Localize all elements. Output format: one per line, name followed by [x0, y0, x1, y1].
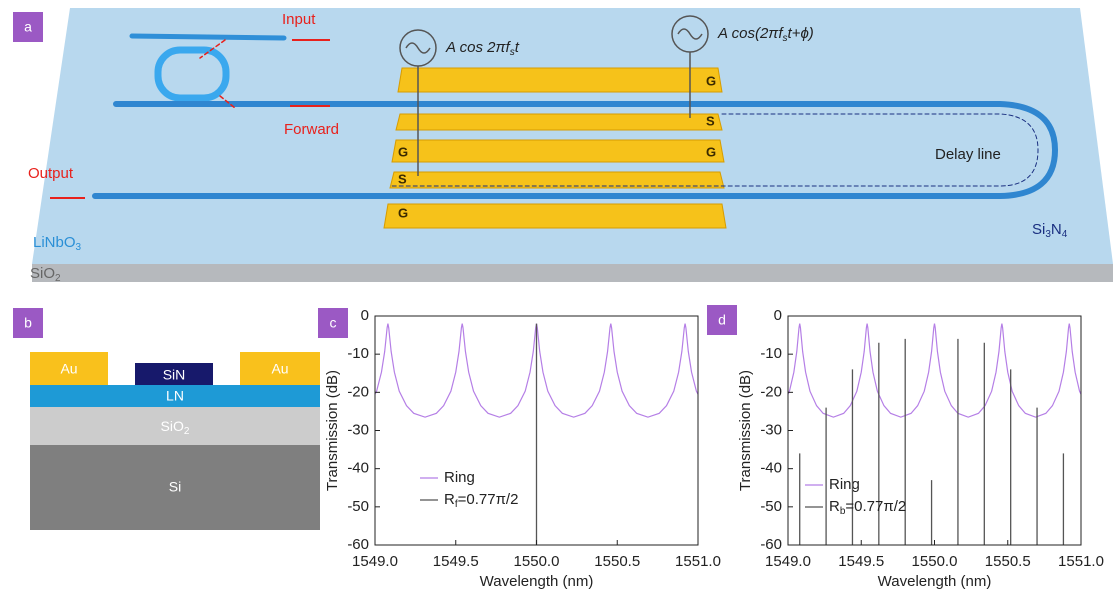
x-tick-label: 1551.0 [1058, 553, 1104, 570]
ground-label: G [398, 205, 408, 220]
ground-label: G [706, 73, 716, 88]
forward-label: Forward [284, 121, 339, 138]
y-tick-label: -40 [760, 460, 782, 477]
y-tick-label: -30 [347, 421, 369, 438]
bus-waveguide [132, 36, 284, 38]
page: a Input Forward Output A cos 2πfst A cos… [0, 0, 1113, 599]
y-tick-label: -60 [760, 536, 782, 553]
subscript: 2 [184, 426, 190, 437]
subscript: 2 [55, 273, 61, 284]
text-run: A cos(2πf [717, 25, 784, 42]
text-run: LiNbO [33, 234, 76, 251]
y-axis-title: Transmission (dB) [737, 370, 754, 491]
subscript: 3 [76, 242, 82, 253]
text-run: Si [1032, 221, 1045, 238]
panel-label: c [330, 315, 337, 331]
text-run: R [444, 491, 455, 508]
x-tick-label: 1549.5 [838, 553, 884, 570]
legend-label: Ring [444, 469, 475, 486]
text-run: Ring [829, 476, 860, 493]
x-tick-label: 1550.5 [985, 553, 1031, 570]
y-tick-label: -50 [347, 498, 369, 515]
text-run: N [1051, 221, 1062, 238]
text-run: Ring [444, 469, 475, 486]
line [788, 324, 1081, 418]
electrode [392, 140, 724, 162]
y-tick-label: 0 [774, 307, 782, 324]
electrode [396, 114, 722, 130]
figure: a Input Forward Output A cos 2πfst A cos… [0, 0, 1113, 599]
ground-label: G [706, 144, 716, 159]
sio2-edge [32, 264, 1113, 282]
output-label: Output [28, 165, 74, 182]
layer-label: Au [60, 361, 77, 377]
y-tick-label: -10 [760, 345, 782, 362]
y-tick-label: -20 [347, 383, 369, 400]
text-run: SiO [161, 418, 184, 434]
layer-label: SiN [163, 367, 186, 383]
text-run: =0.77π/2 [845, 498, 906, 515]
x-axis-title: Wavelength (nm) [480, 573, 594, 590]
text-run: =0.77π/2 [458, 491, 519, 508]
text-run: R [829, 498, 840, 515]
x-tick-label: 1551.0 [675, 553, 721, 570]
x-tick-label: 1550.0 [514, 553, 560, 570]
y-tick-label: -10 [347, 345, 369, 362]
panel-label: d [718, 312, 726, 328]
electrodes [384, 68, 726, 228]
delay-line-label: Delay line [935, 146, 1001, 163]
ground-label: G [398, 144, 408, 159]
y-tick-label: -30 [760, 421, 782, 438]
y-axis-title: Transmission (dB) [324, 370, 341, 491]
x-tick-label: 1550.5 [594, 553, 640, 570]
layer-label: Si [169, 479, 181, 495]
y-tick-label: 0 [361, 307, 369, 324]
x-tick-label: 1549.5 [433, 553, 479, 570]
signal-label: S [706, 113, 715, 128]
signal-label: S [398, 171, 407, 186]
panel-label: a [24, 19, 32, 35]
substrate-label: LiNbO3 [33, 234, 82, 253]
x-axis-title: Wavelength (nm) [878, 573, 992, 590]
source-1-label: A cos 2πfst [445, 39, 520, 58]
text-run: SiO [30, 265, 55, 282]
panel-label: b [24, 315, 32, 331]
legend-label: Ring [829, 476, 860, 493]
y-tick-label: -50 [760, 498, 782, 515]
y-tick-label: -20 [760, 383, 782, 400]
electrode [398, 68, 722, 92]
x-tick-label: 1550.0 [912, 553, 958, 570]
layer-label: LN [166, 388, 184, 404]
text-run: A cos 2πf [445, 39, 512, 56]
text-run: t+ϕ) [788, 25, 814, 42]
y-tick-label: -40 [347, 460, 369, 477]
x-tick-label: 1549.0 [765, 553, 811, 570]
x-tick-label: 1549.0 [352, 553, 398, 570]
input-label: Input [282, 11, 316, 28]
legend-label: Rf=0.77π/2 [444, 491, 518, 510]
y-tick-label: -60 [347, 536, 369, 553]
source-2-label: A cos(2πfst+ϕ) [717, 25, 814, 44]
subscript: 4 [1062, 229, 1068, 240]
layer-label: Au [271, 361, 288, 377]
electrode [384, 204, 726, 228]
legend-label: Rb=0.77π/2 [829, 498, 906, 517]
